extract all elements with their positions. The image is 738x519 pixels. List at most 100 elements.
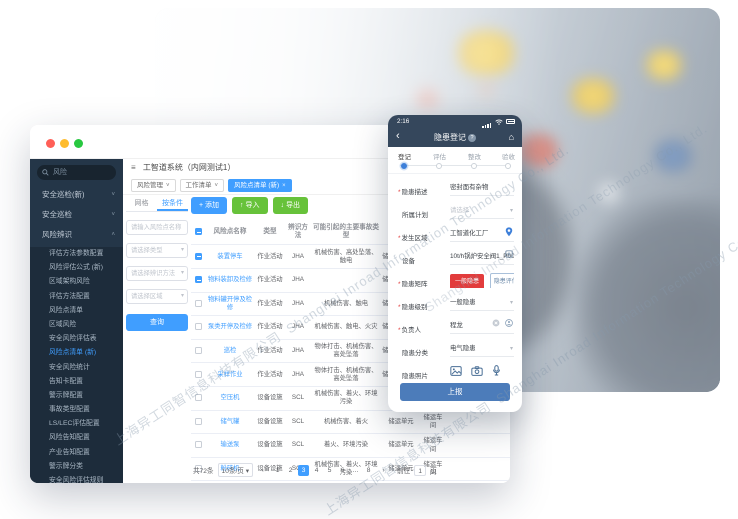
row-checkbox[interactable] <box>191 315 205 340</box>
step-accept[interactable]: 验收 <box>502 154 515 161</box>
sidebar-item[interactable]: 区域风险 <box>30 317 123 333</box>
camera-icon[interactable] <box>471 366 483 380</box>
prev-page-button[interactable]: ‹ <box>261 466 264 474</box>
contact-icon[interactable] <box>505 319 513 332</box>
owner-input[interactable]: 程龙 <box>450 319 514 334</box>
step-evaluate[interactable]: 评估 <box>433 154 446 161</box>
risk-point-name-input[interactable]: 请输入风险点名称 <box>126 220 188 235</box>
sidebar-item[interactable]: 评估方法配置 <box>30 289 123 304</box>
risk-point-link[interactable]: 泵类开停及检修 <box>205 315 255 340</box>
sidebar-item[interactable]: 安全风险评估规则 <box>30 474 123 483</box>
sidebar-group[interactable]: 安全巡检(新) ˅ <box>30 185 123 205</box>
sidebar-item[interactable]: LS/LEC评估配置 <box>30 417 123 432</box>
close-window-button[interactable] <box>46 139 55 148</box>
risk-point-link[interactable]: 空压机 <box>205 386 255 411</box>
area-select[interactable]: 请选择区域 ▾ <box>126 289 188 304</box>
select-all-checkbox[interactable] <box>191 220 205 246</box>
plan-select[interactable]: 请选择 ▾ <box>450 204 514 219</box>
risk-point-link[interactable]: 巡检 <box>205 339 255 364</box>
mic-icon[interactable] <box>492 365 501 380</box>
page-size-select[interactable]: 10条/页 ▾ <box>217 463 254 477</box>
minimize-window-button[interactable] <box>60 139 69 148</box>
matrix-rule-button[interactable]: 隐患评估规则 <box>489 273 514 288</box>
filter-tab[interactable]: 网格 <box>134 200 149 207</box>
sidebar-item[interactable]: 风险评估公式 (新) <box>30 261 123 276</box>
sidebar-item[interactable]: 区域架构风险 <box>30 275 123 290</box>
page-number-button[interactable]: 1 <box>275 466 280 474</box>
collapse-menu-icon[interactable]: ≡ <box>131 163 136 172</box>
chevron-icon[interactable]: ˅ <box>166 183 170 189</box>
step-register[interactable]: 登记 <box>398 154 411 161</box>
sidebar-group[interactable]: 安全巡检 ˅ <box>30 205 123 225</box>
zoom-window-button[interactable] <box>74 139 83 148</box>
help-icon[interactable]: ? <box>468 134 476 142</box>
close-icon[interactable]: × <box>282 183 286 189</box>
export-button[interactable]: ↓ 导出 <box>272 197 308 214</box>
sidebar-search-input[interactable]: 风险 <box>37 165 116 180</box>
query-button[interactable]: 查询 <box>126 314 188 331</box>
row-checkbox[interactable] <box>191 244 205 270</box>
import-button[interactable]: ↑ 导入 <box>232 197 268 214</box>
row-checkbox[interactable] <box>191 457 205 482</box>
chevron-icon[interactable]: ˅ <box>214 183 219 189</box>
next-page-button[interactable]: › <box>382 466 385 474</box>
row-checkbox[interactable] <box>191 410 205 435</box>
level-select[interactable]: 一般隐患 ▾ <box>450 296 514 311</box>
risk-point-link[interactable]: 物料装卸及检修 <box>205 268 255 293</box>
album-icon[interactable] <box>450 366 462 380</box>
location-pin-icon[interactable] <box>505 227 513 241</box>
risk-point-link[interactable]: 物料罐开停及检修 <box>205 292 255 317</box>
goto-page-input[interactable]: 1 <box>414 464 427 476</box>
page-number-button[interactable]: 3 <box>298 464 310 476</box>
region-input[interactable]: 工智道化工厂 <box>450 227 514 242</box>
sidebar-item[interactable]: 警示牌分类 <box>30 459 123 474</box>
sidebar-group[interactable]: 风险辨识 ˄ <box>30 225 123 245</box>
page-number-button[interactable]: 4 <box>314 466 319 474</box>
open-tab-chip[interactable]: 风险点清单 (新) × <box>228 179 292 192</box>
add-button[interactable]: + 添加 <box>191 197 228 214</box>
sidebar-item[interactable]: 风险点清单 (新) <box>30 346 123 361</box>
type-select[interactable]: 请选择类型 ▾ <box>126 243 188 258</box>
risk-point-link[interactable]: 储气罐 <box>205 410 255 435</box>
device-picker-icon[interactable] <box>505 250 513 263</box>
row-checkbox[interactable] <box>191 292 205 317</box>
page-number-button[interactable]: 5 <box>327 466 332 474</box>
row-checkbox[interactable] <box>191 268 205 293</box>
risk-point-link[interactable]: 粉碎机 <box>205 457 255 482</box>
method-select[interactable]: 请选择辨识方法 ▾ <box>126 266 188 281</box>
sidebar-item[interactable]: 评估方法参数配置 <box>30 247 123 262</box>
sidebar-item[interactable]: 警示牌配置 <box>30 388 123 404</box>
page-number-button[interactable]: 8 <box>366 466 371 474</box>
sidebar-item[interactable]: 事故类型配置 <box>30 403 123 418</box>
desc-input[interactable]: 密封面有杂物 <box>450 181 514 196</box>
risk-point-link[interactable]: 采样作业 <box>205 362 255 388</box>
page-number-button[interactable]: 2 <box>288 466 293 474</box>
sidebar-item[interactable]: 告知卡配置 <box>30 374 123 389</box>
step-rectify[interactable]: 整改 <box>468 154 481 161</box>
clear-icon[interactable] <box>492 319 500 332</box>
row-checkbox[interactable] <box>191 433 205 458</box>
filter-tab[interactable]: 按条件 <box>157 197 188 211</box>
sidebar-item[interactable]: 风险点清单 <box>30 303 123 318</box>
sidebar-item[interactable]: 产业告知配置 <box>30 445 123 460</box>
page-number-button[interactable]: 6 <box>340 466 345 474</box>
open-tab-chip[interactable]: 工作清单 ˅ <box>179 179 225 192</box>
device-input[interactable]: 10t/h锅炉安全阀1_P0001 <box>450 250 514 265</box>
home-icon[interactable]: ⌂ <box>508 132 514 142</box>
sidebar-item[interactable]: 风险告知配置 <box>30 431 123 446</box>
row-checkbox[interactable] <box>191 480 205 483</box>
risk-point-link[interactable]: 输送泵 <box>205 433 255 458</box>
page-number-button[interactable]: ... <box>352 466 359 474</box>
risk-point-link[interactable]: 搅拌器 <box>205 480 255 483</box>
submit-report-button[interactable]: 上报 <box>400 383 510 401</box>
row-checkbox[interactable] <box>191 339 205 364</box>
open-tab-chip[interactable]: 风险管理 ˅ <box>131 179 176 192</box>
back-icon[interactable]: ‹ <box>396 130 400 142</box>
matrix-level-button[interactable]: 一般隐患 <box>450 273 485 288</box>
row-checkbox[interactable] <box>191 386 205 411</box>
sidebar-item[interactable]: 安全风险评估表 <box>30 332 123 347</box>
category-select[interactable]: 电气隐患 ▾ <box>450 342 514 357</box>
risk-point-link[interactable]: 装置停车 <box>205 244 255 270</box>
row-checkbox[interactable] <box>191 362 205 388</box>
sidebar-item[interactable]: 安全风险统计 <box>30 360 123 375</box>
